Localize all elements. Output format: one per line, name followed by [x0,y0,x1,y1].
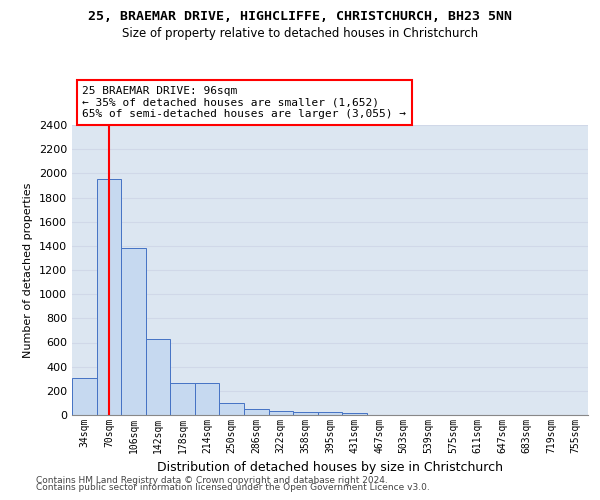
Y-axis label: Number of detached properties: Number of detached properties [23,182,34,358]
Text: Contains HM Land Registry data © Crown copyright and database right 2024.: Contains HM Land Registry data © Crown c… [36,476,388,485]
Bar [146,339,170,415]
Text: 25 BRAEMAR DRIVE: 96sqm
← 35% of detached houses are smaller (1,652)
65% of semi: 25 BRAEMAR DRIVE: 96sqm ← 35% of detache… [82,86,406,119]
Bar [342,412,367,415]
Bar [195,383,220,415]
Text: Size of property relative to detached houses in Christchurch: Size of property relative to detached ho… [122,28,478,40]
Bar [121,248,146,415]
Bar [269,411,293,415]
Bar [244,409,269,415]
Text: 25, BRAEMAR DRIVE, HIGHCLIFFE, CHRISTCHURCH, BH23 5NN: 25, BRAEMAR DRIVE, HIGHCLIFFE, CHRISTCHU… [88,10,512,23]
Bar [170,383,195,415]
Bar [97,180,121,415]
Text: Contains public sector information licensed under the Open Government Licence v3: Contains public sector information licen… [36,484,430,492]
Bar [293,412,318,415]
Bar [72,378,97,415]
Bar [220,403,244,415]
X-axis label: Distribution of detached houses by size in Christchurch: Distribution of detached houses by size … [157,462,503,474]
Bar [318,412,342,415]
